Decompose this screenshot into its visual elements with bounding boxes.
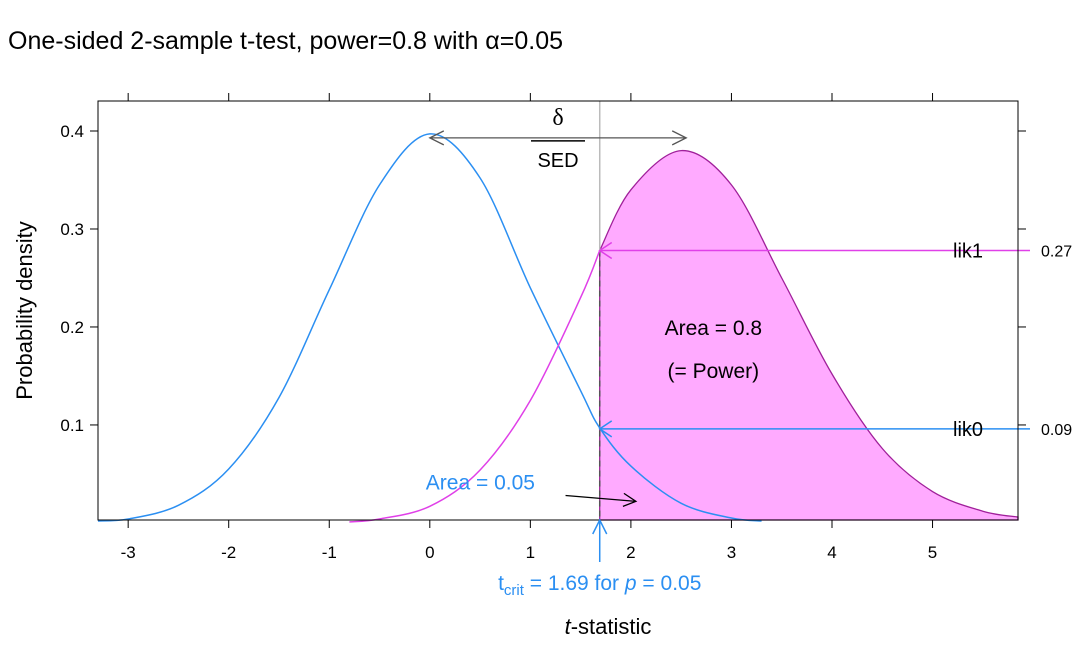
alpha-area-arrow xyxy=(565,492,638,507)
y-tick-label: 0.3 xyxy=(60,220,84,239)
plot-frame xyxy=(97,100,1019,521)
delta-numerator: δ xyxy=(552,105,563,131)
x-tick-label: 4 xyxy=(827,543,836,562)
x-axis-label: t-statistic xyxy=(565,614,652,639)
x-tick-label: -1 xyxy=(322,543,337,562)
power-note-label: (= Power) xyxy=(668,360,760,383)
tcrit-label: tcrit = 1.69 for p = 0.05 xyxy=(498,572,701,599)
y-axis-label: Probability density xyxy=(12,221,37,400)
x-tick-label: 5 xyxy=(928,543,937,562)
y-tick-label: 0.1 xyxy=(60,416,84,435)
lik0-label: lik0 xyxy=(953,419,983,441)
plot-area: -3 -2 -1 0 1 2 3 4 5 0.1 0.2 0.3 0.4 xyxy=(60,93,1030,562)
x-tick-label: 3 xyxy=(727,543,736,562)
power-shaded-area xyxy=(599,149,1019,521)
lik1-label: lik1 xyxy=(953,241,983,263)
x-tick-label: -2 xyxy=(221,543,236,562)
x-tick-label: -3 xyxy=(121,543,136,562)
lik1-value-label: 0.27 xyxy=(1041,244,1072,261)
alternative-distribution-curve xyxy=(349,250,601,523)
chart-title: One-sided 2-sample t-test, power=0.8 wit… xyxy=(8,27,563,55)
alpha-area-label: Area = 0.05 xyxy=(426,472,535,495)
power-area-label: Area = 0.8 xyxy=(665,317,762,340)
y-axis-ticks: 0.1 0.2 0.3 0.4 xyxy=(60,122,1026,435)
x-tick-label: 2 xyxy=(626,543,635,562)
delta-denominator: SED xyxy=(537,150,578,172)
delta-arrow xyxy=(428,130,688,146)
y-tick-label: 0.2 xyxy=(60,318,84,337)
tcrit-arrow xyxy=(592,518,608,562)
lik0-arrow xyxy=(598,420,1030,438)
y-tick-label: 0.4 xyxy=(60,122,84,141)
x-tick-label: 1 xyxy=(526,543,535,562)
lik1-arrow xyxy=(598,241,1030,260)
null-distribution-curve xyxy=(97,133,762,522)
x-tick-label: 0 xyxy=(425,543,434,562)
lik0-value-label: 0.09 xyxy=(1041,422,1072,439)
x-axis-ticks: -3 -2 -1 0 1 2 3 4 5 xyxy=(121,93,937,562)
